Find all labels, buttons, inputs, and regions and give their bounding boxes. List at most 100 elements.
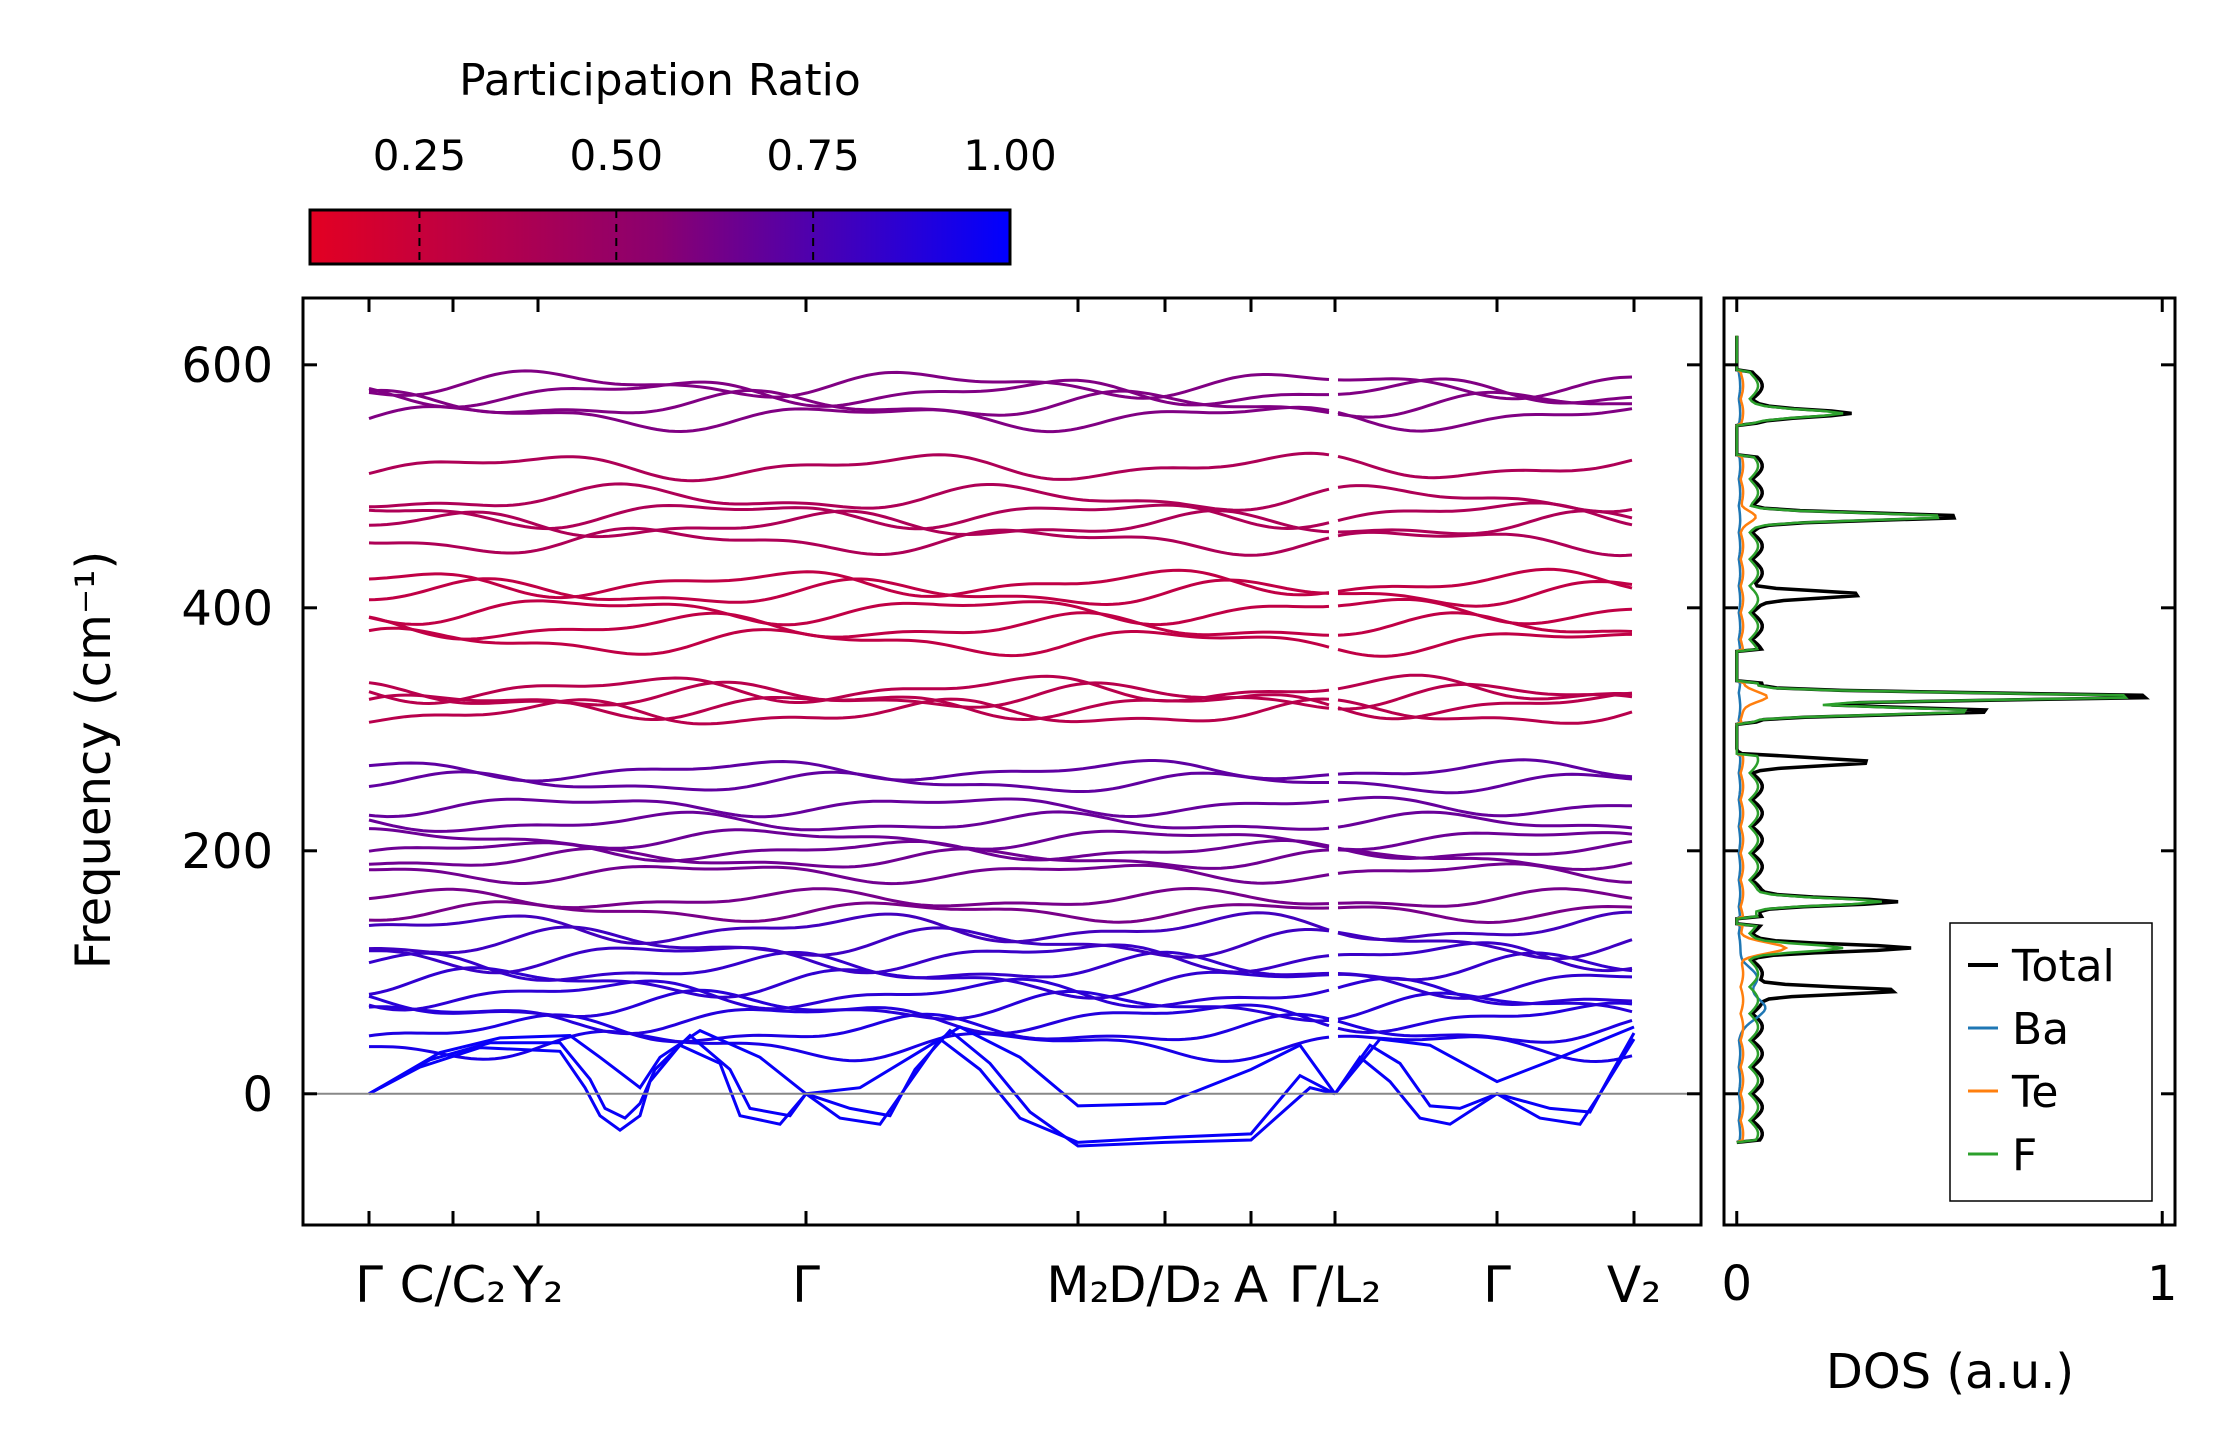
band-line [368, 950, 1330, 982]
colorbar: Participation Ratio 0.25 0.50 0.75 1.00 [308, 55, 1057, 266]
band-line [1337, 772, 1633, 795]
band-line [1337, 484, 1633, 514]
band-line [1337, 597, 1633, 626]
band-line [368, 680, 1330, 710]
y-tick-label: 400 [181, 581, 273, 637]
band-line [368, 378, 1329, 409]
band-y-ticks: 0 200 400 600 [181, 338, 1701, 1123]
colorbar-ticks: 0.25 0.50 0.75 1.00 [373, 131, 1057, 264]
phonon-bands [368, 369, 1636, 1148]
dos-x-axis-label: DOS (a.u.) [1826, 1344, 2074, 1400]
kpath-label: Γ [355, 1256, 383, 1314]
kpath-label: V₂ [1607, 1256, 1661, 1314]
acoustic-branch [1333, 1025, 1635, 1095]
band-line [1337, 831, 1633, 852]
band-line [368, 693, 1330, 722]
band-line [1337, 530, 1633, 558]
dos-curves [1735, 335, 2150, 1145]
band-line [1337, 904, 1633, 925]
band-line [1337, 673, 1633, 701]
kpath-label: C/C₂ [400, 1256, 507, 1314]
band-line [1338, 972, 1633, 1000]
band-line [368, 988, 1330, 1023]
band-line [1337, 509, 1633, 536]
band-line [368, 405, 1330, 434]
colorbar-gradient [308, 208, 1012, 266]
band-line [1337, 976, 1633, 1007]
band-line [1337, 951, 1633, 982]
band-line [368, 966, 1330, 1000]
dos-x-tick-label: 1 [2147, 1256, 2178, 1312]
dos-x-tick-label: 0 [1721, 1256, 1752, 1312]
acoustic-branch [368, 1028, 1336, 1148]
band-line [1337, 887, 1633, 908]
band-line [1337, 377, 1633, 405]
band-line [368, 827, 1330, 851]
legend-label-te: Te [2011, 1067, 2058, 1118]
band-line [1337, 839, 1633, 860]
band-y-axis-label: Frequency (cm⁻¹) [66, 551, 122, 969]
band-structure-panel: 0 200 400 600 Γ C/C₂ Y₂ Γ M₂D/D₂ A Γ/L₂ Γ V₂ Freque… [66, 296, 1703, 1314]
band-line [369, 1029, 1330, 1063]
band-line [368, 526, 1330, 557]
band-line [1337, 691, 1633, 721]
band-line [368, 509, 1330, 539]
band-line [368, 863, 1330, 886]
dos-curve-f [1735, 335, 2129, 1144]
y-tick-label: 0 [242, 1067, 273, 1123]
dos-plot-frame [1722, 296, 2177, 1227]
band-line [1337, 910, 1632, 942]
kpath-label: Y₂ [512, 1256, 564, 1314]
band-line [368, 388, 1330, 417]
band-line [368, 451, 1330, 483]
legend-label-f: F [2012, 1130, 2037, 1181]
band-line [368, 759, 1330, 783]
colorbar-tick-label: 0.25 [373, 131, 467, 180]
colorbar-tick-label: 1.00 [963, 131, 1057, 180]
band-plot-frame [301, 296, 1703, 1227]
band-line [1337, 501, 1633, 527]
colorbar-tick-label: 0.50 [570, 131, 664, 180]
band-line [368, 503, 1330, 531]
band-line [369, 482, 1330, 512]
kpath-label: A [1234, 1256, 1268, 1314]
band-line [1337, 862, 1633, 884]
band-line [368, 697, 1330, 726]
band-line [368, 847, 1330, 870]
band-line [368, 770, 1329, 793]
band-line [368, 977, 1330, 1012]
band-line [1337, 795, 1632, 818]
band-line [1337, 407, 1633, 433]
kpath-label: D/D₂ [1108, 1256, 1222, 1314]
kpath-ticks: Γ C/C₂ Y₂ Γ M₂D/D₂ A Γ/L₂ Γ V₂ [355, 298, 1661, 1314]
band-line [368, 577, 1330, 607]
band-line [368, 626, 1330, 658]
band-line [1337, 810, 1633, 830]
y-tick-label: 200 [181, 824, 273, 880]
band-line [1337, 567, 1633, 593]
band-line [1337, 1018, 1633, 1044]
band-line [1337, 632, 1632, 658]
band-line [1337, 454, 1633, 480]
legend-label-total: Total [2011, 941, 2115, 992]
kpath-label: Γ [792, 1256, 820, 1314]
band-line [368, 1012, 1330, 1044]
band-line [368, 611, 1330, 641]
band-line [1337, 1001, 1633, 1035]
band-line [368, 599, 1330, 627]
band-line [1337, 991, 1633, 1021]
band-line [1337, 375, 1633, 401]
band-line [368, 886, 1330, 910]
band-line [368, 911, 1330, 946]
kpath-label: Γ [1483, 1256, 1511, 1314]
colorbar-tick-label: 0.75 [766, 131, 860, 180]
band-line [368, 810, 1330, 833]
band-line [368, 839, 1330, 863]
band-line [1337, 698, 1633, 725]
band-line [1337, 848, 1633, 872]
acoustic-branch [368, 1036, 1336, 1144]
band-line [1337, 758, 1633, 779]
